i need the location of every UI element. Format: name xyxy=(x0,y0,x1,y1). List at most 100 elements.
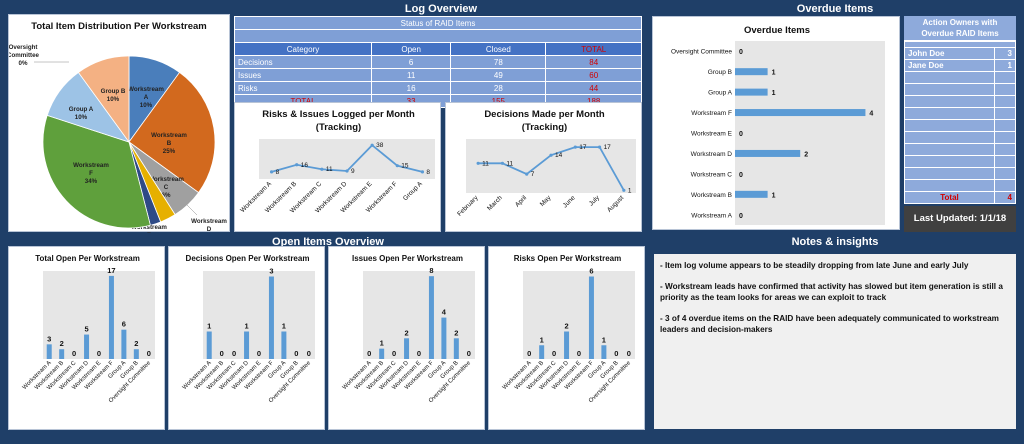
data-label: 0 xyxy=(220,349,224,358)
data-label: 0 xyxy=(627,349,631,358)
table-row: Risks 16 28 44 xyxy=(234,81,642,95)
log-overview-header: Log Overview xyxy=(404,3,478,15)
tick-label: Workstream B xyxy=(691,192,732,199)
table-row: Jane Doe 1 xyxy=(904,59,1016,72)
owner-count: 3 xyxy=(994,47,1016,60)
bar xyxy=(268,276,274,359)
bar xyxy=(244,331,250,359)
risks-issues-line-panel: Risks & Issues Logged per Month (Tracking… xyxy=(234,102,441,232)
data-label: 0 xyxy=(739,49,743,56)
bar xyxy=(281,331,287,359)
data-label: 1 xyxy=(244,322,248,331)
cell-category: Issues xyxy=(234,68,372,82)
tick-label: July xyxy=(588,194,602,208)
chart-title: Decisions Open Per Workstream xyxy=(186,254,310,263)
data-point xyxy=(345,169,349,173)
data-label: 3 xyxy=(269,267,273,276)
data-label: 0 xyxy=(147,349,151,358)
tick-label: Workstream C xyxy=(691,171,733,178)
tick-label: Group A xyxy=(402,180,424,202)
pie-data-label: 25% xyxy=(163,148,176,155)
data-point xyxy=(395,164,399,168)
bar xyxy=(564,331,570,359)
action-owners-title: Action Owners with Overdue RAID Items xyxy=(904,16,1016,41)
table-row: Decisions 6 78 84 xyxy=(234,55,642,69)
data-label: 2 xyxy=(454,328,458,337)
data-point xyxy=(500,161,505,165)
pie-data-label: F xyxy=(89,170,93,177)
pie-data-label: Committee xyxy=(9,52,40,59)
raid-status-block: Status of RAID Items Category Open Close… xyxy=(234,16,642,108)
data-label: 11 xyxy=(326,166,333,173)
pie-chart-panel: Total Item Distribution Per Workstream W… xyxy=(8,14,230,233)
issues-open-panel: Issues Open Per Workstream 0 1 0 2 0 8 4 2 0 Works… xyxy=(328,246,485,430)
risks-issues-line-chart: Risks & Issues Logged per Month (Tracking… xyxy=(239,109,435,215)
data-label: 17 xyxy=(604,144,612,151)
total-open-panel: Total Open Per Workstream 3 2 0 5 0 17 6 2 0 Works… xyxy=(8,246,165,430)
data-label: 11 xyxy=(482,160,489,167)
bar xyxy=(735,109,866,117)
tick-label: Oversight Committee xyxy=(671,49,732,56)
pie-chart-title: Total Item Distribution Per Workstream xyxy=(31,21,207,32)
pie-data-label: Workstream xyxy=(151,132,187,139)
data-label: 7 xyxy=(531,171,535,178)
tick-label: May xyxy=(539,194,553,208)
data-label: 0 xyxy=(527,349,531,358)
chart-title: Overdue Items xyxy=(744,25,810,36)
data-point xyxy=(295,163,299,167)
note-item: - Workstream leads have confirmed that a… xyxy=(660,282,1003,302)
pie-data-label: 10% xyxy=(140,102,153,109)
bar xyxy=(735,88,768,96)
bar xyxy=(121,329,127,359)
data-label: 0 xyxy=(552,349,556,358)
data-label: 1 xyxy=(628,187,632,194)
chart-title: (Tracking) xyxy=(522,122,567,133)
bar xyxy=(59,349,65,359)
data-label: 9 xyxy=(351,168,355,175)
data-label: 2 xyxy=(404,328,408,337)
data-label: 0 xyxy=(232,349,236,358)
raid-status-title: Status of RAID Items xyxy=(234,16,642,30)
tick-label: Workstream A xyxy=(691,212,732,219)
col-total: TOTAL xyxy=(545,42,642,56)
pie-data-label: 0% xyxy=(19,60,28,67)
data-point xyxy=(597,145,602,149)
data-label: 14 xyxy=(555,152,563,159)
pie-data-label: 10% xyxy=(75,114,88,121)
data-label: 8 xyxy=(426,169,430,176)
data-label: 17 xyxy=(579,144,587,151)
cell-open: 11 xyxy=(370,68,452,82)
bar xyxy=(735,149,801,157)
data-label: 1 xyxy=(602,335,606,344)
cell-total: 44 xyxy=(545,81,642,95)
data-label: 5 xyxy=(84,325,88,334)
pie-data-label: Workstream xyxy=(128,86,164,93)
col-open: Open xyxy=(370,42,452,56)
owner-name: John Doe xyxy=(904,47,995,60)
pie-data-label: 10% xyxy=(107,96,120,103)
overdue-items-chart: Overdue Items Oversight Committee 0 Group B… xyxy=(671,25,885,225)
data-label: 16 xyxy=(301,162,309,169)
data-label: 1 xyxy=(772,192,776,199)
data-label: 0 xyxy=(257,349,261,358)
cell-total: 84 xyxy=(545,55,642,69)
decisions-line-panel: Decisions Made per Month (Tracking) 11 11 7 1… xyxy=(445,102,642,232)
data-label: 0 xyxy=(307,349,311,358)
data-label: 38 xyxy=(376,142,384,149)
data-label: 1 xyxy=(540,335,544,344)
data-label: 1 xyxy=(380,339,384,348)
col-closed: Closed xyxy=(450,42,547,56)
bar xyxy=(601,345,607,359)
chart-title: Decisions Made per Month xyxy=(484,109,605,120)
chart-title: Issues Open Per Workstream xyxy=(352,254,463,263)
bar xyxy=(441,317,447,359)
data-label: 2 xyxy=(804,151,808,158)
data-label: 0 xyxy=(739,213,743,220)
action-owners-title-line2: Overdue RAID Items xyxy=(921,29,999,38)
tick-label: February xyxy=(456,194,480,218)
open-items-overview-header: Open Items Overview xyxy=(272,236,384,248)
tick-label: April xyxy=(514,194,529,209)
owner-name: Jane Doe xyxy=(904,59,995,72)
